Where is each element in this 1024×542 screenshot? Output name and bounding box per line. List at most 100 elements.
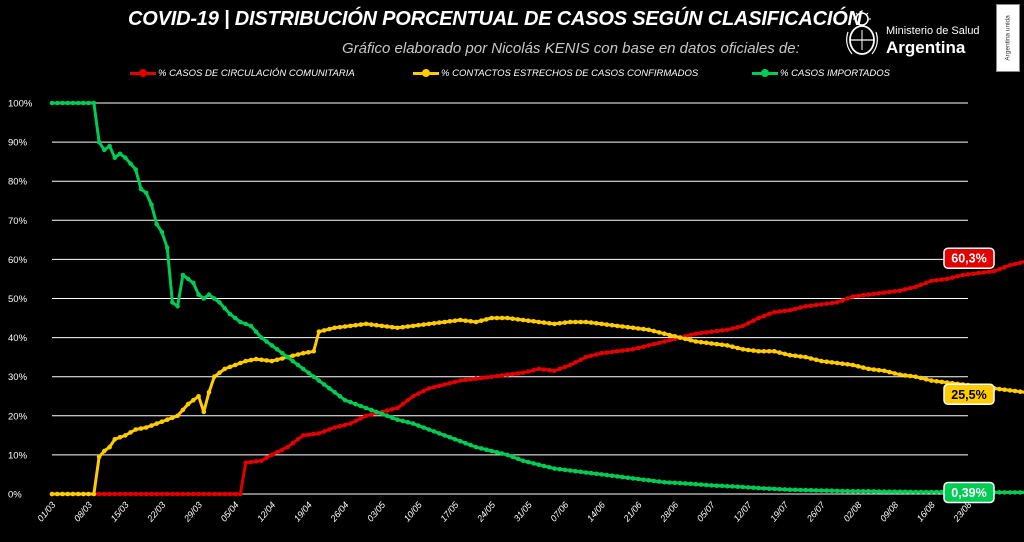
x-tick-label: 12/04 (255, 500, 277, 524)
series-point (541, 463, 547, 469)
series-point (217, 370, 222, 376)
series-point (452, 437, 458, 442)
series-point (306, 350, 311, 355)
series-point (416, 423, 421, 428)
series-point (248, 459, 254, 465)
series-point (358, 322, 364, 327)
series-point (583, 319, 589, 325)
legend-label-contactos: % CONTACTOS ESTRECHOS DE CASOS CONFIRMAD… (441, 68, 699, 79)
series-point (672, 480, 678, 486)
series-point (573, 319, 578, 325)
series-point (772, 486, 777, 492)
series-point (1007, 263, 1013, 268)
series-point (96, 139, 102, 145)
series-point (363, 405, 369, 411)
series-point (222, 306, 227, 311)
series-point (212, 374, 217, 380)
series-point (808, 487, 814, 493)
series-point (887, 289, 892, 295)
series-1 (49, 315, 1024, 497)
series-point (232, 362, 238, 368)
series-point (295, 437, 301, 442)
series-point (222, 366, 227, 372)
y-tick-label: 20% (8, 411, 28, 422)
series-point (175, 304, 180, 309)
series-point (625, 347, 631, 353)
series-point (81, 100, 86, 106)
series-point (311, 374, 317, 380)
series-point (704, 340, 709, 346)
series-point (426, 427, 432, 432)
series-point (526, 318, 531, 324)
series-point (840, 488, 845, 494)
series-point (316, 431, 322, 436)
series-point (86, 100, 91, 106)
series-point (196, 394, 201, 399)
series-point (688, 332, 693, 338)
series-point (756, 349, 761, 354)
x-tick-label: 31/05 (512, 499, 535, 523)
series-point (332, 425, 338, 430)
series-point (253, 356, 259, 362)
series-point (604, 350, 610, 355)
series-point (400, 401, 406, 407)
x-tick-label: 19/07 (768, 499, 791, 523)
series-point (421, 388, 426, 394)
series-point (562, 467, 568, 473)
series-point (316, 378, 322, 383)
series-point (651, 328, 657, 334)
series-point (494, 315, 500, 321)
series-point (379, 411, 385, 417)
series-line-1 (52, 316, 1024, 496)
series-point (369, 322, 374, 327)
end-label-box (943, 481, 995, 504)
series-point (719, 342, 725, 348)
x-tick-label: 16/08 (915, 500, 937, 524)
series-point (871, 489, 877, 494)
series-point (724, 343, 730, 348)
x-tick-label: 10/05 (402, 499, 425, 523)
series-point (227, 311, 233, 317)
series-point (374, 322, 379, 328)
series-point (107, 143, 112, 149)
series-point (259, 458, 264, 464)
series-point (75, 100, 81, 106)
series-point (683, 481, 688, 486)
series-point (238, 491, 243, 497)
series-point (248, 323, 254, 329)
series-point (997, 266, 1002, 272)
series-point (206, 390, 212, 395)
series-point (447, 319, 453, 324)
series-point (845, 362, 850, 367)
series-line-0 (52, 260, 1024, 496)
series-2 (49, 100, 1024, 495)
series-point (274, 450, 280, 455)
legend-swatch-importados (752, 69, 778, 77)
series-point (149, 202, 154, 207)
series-point (897, 372, 903, 378)
series-point (1012, 490, 1018, 495)
series-point (123, 433, 128, 438)
series-point (1018, 260, 1023, 266)
series-point (143, 190, 149, 196)
series-point (180, 407, 186, 413)
series-point (892, 489, 897, 495)
series-point (164, 245, 170, 250)
series-point (478, 446, 484, 451)
series-point (693, 481, 699, 487)
series-point (662, 331, 667, 337)
series-point (248, 357, 254, 363)
series-point (290, 358, 296, 364)
series-point (96, 491, 102, 497)
series-point (840, 361, 845, 367)
series-point (238, 360, 243, 366)
series-point (60, 491, 65, 497)
end-label-box (943, 247, 995, 269)
series-point (876, 367, 882, 373)
end-label-text: 60,3% (951, 252, 986, 266)
series-point (567, 362, 573, 368)
series-point (745, 485, 751, 490)
series-point (761, 486, 767, 491)
series-point (573, 468, 578, 474)
x-tick-label: 23/08 (951, 500, 974, 524)
